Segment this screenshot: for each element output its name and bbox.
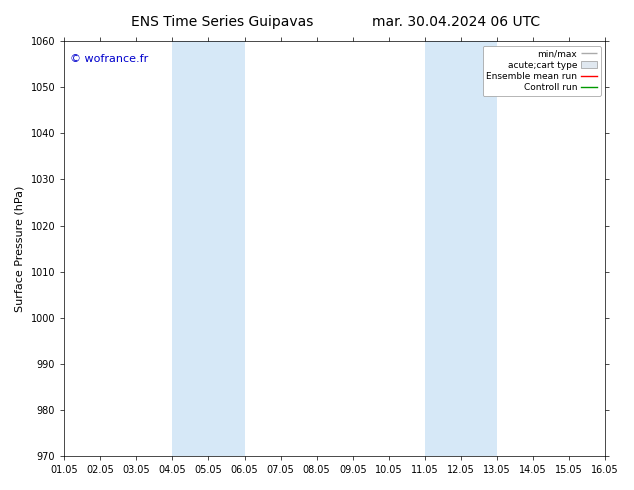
- Text: ENS Time Series Guipavas: ENS Time Series Guipavas: [131, 15, 313, 29]
- Bar: [425, 41, 497, 456]
- Legend: min/max, acute;cart type, Ensemble mean run, Controll run: min/max, acute;cart type, Ensemble mean …: [482, 46, 600, 96]
- Y-axis label: Surface Pressure (hPa): Surface Pressure (hPa): [15, 185, 25, 312]
- Text: mar. 30.04.2024 06 UTC: mar. 30.04.2024 06 UTC: [372, 15, 541, 29]
- Bar: [172, 41, 245, 456]
- Text: © wofrance.fr: © wofrance.fr: [70, 54, 148, 64]
